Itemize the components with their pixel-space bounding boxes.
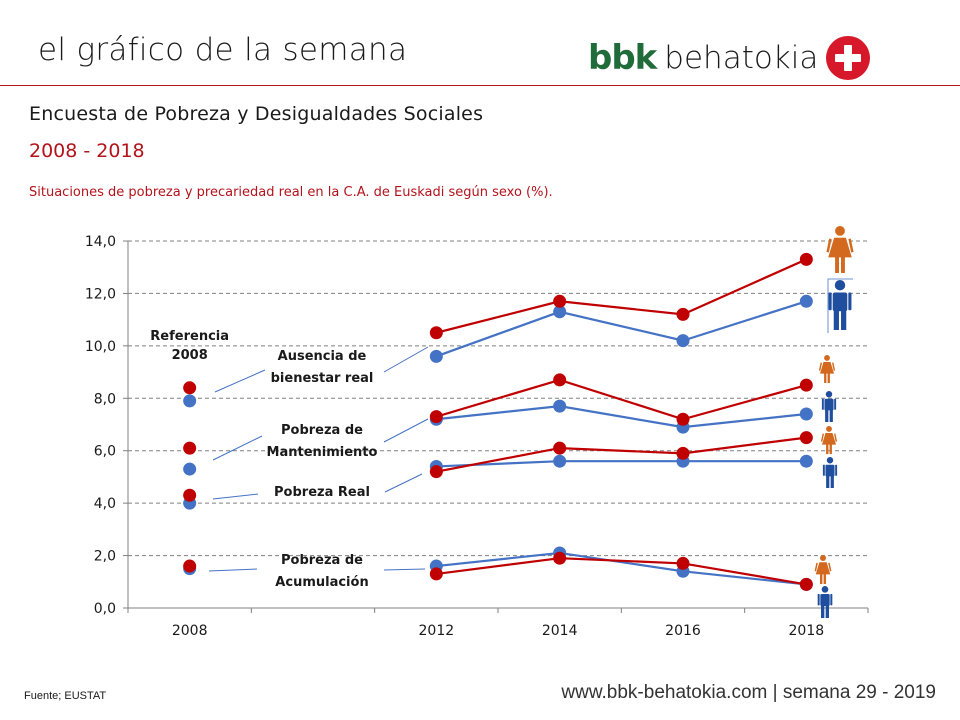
data-point-mujeres [553,551,567,565]
source-note: Fuente; EUSTAT [24,690,107,702]
reference-label: 2008 [172,348,208,363]
logo-behatokia: behatokia [664,40,819,76]
data-point-hombres [676,334,690,348]
x-tick-label: 2018 [789,623,825,639]
woman-icon [826,226,854,273]
y-tick-label: 2,0 [94,549,116,565]
reference-label: Referencia [150,329,229,344]
man-icon [817,586,833,618]
series-line-mujeres [436,378,807,421]
series-line-mujeres [436,557,807,586]
series-line-mujeres [436,436,807,473]
logo-bbk: bbk [588,38,657,78]
y-tick-label: 10,0 [85,339,116,355]
header-divider [0,85,960,86]
data-point-hombres [183,394,197,408]
data-point-hombres [553,305,567,319]
y-tick-label: 6,0 [94,444,116,460]
footer-site[interactable]: www.bbk-behatokia.com | semana 29 - 2019 [561,682,936,703]
data-point-hombres [553,454,567,468]
data-point-hombres [553,399,567,413]
series-line-hombres [436,460,807,468]
data-point-hombres [799,407,813,421]
man-icon [828,280,852,330]
leader-line [384,473,423,493]
group-label: Pobreza de [281,553,363,568]
data-point-mujeres [429,326,443,340]
data-point-mujeres [429,567,443,581]
chart-subtitle: Encuesta de Pobreza y Desigualdades Soci… [29,103,484,125]
data-point-mujeres [429,410,443,424]
woman-icon [820,426,838,454]
series-line-hombres [435,300,807,358]
data-point-mujeres [676,446,690,460]
data-point-mujeres [799,252,813,266]
data-point-mujeres [676,412,690,426]
y-tick-label: 0,0 [94,601,116,617]
group-label: Pobreza de [281,423,363,438]
data-point-hombres [429,349,443,363]
series-line-mujeres [436,258,807,334]
group-label: Ausencia de [278,349,367,364]
chart-years: 2008 - 2018 [29,140,145,162]
data-point-mujeres [429,465,443,479]
data-point-mujeres [676,307,690,321]
y-tick-label: 4,0 [94,496,116,512]
chart-description: Situaciones de pobreza y precariedad rea… [29,185,553,200]
data-point-hombres [183,462,197,476]
data-point-mujeres [799,378,813,392]
group-label: bienestar real [271,371,374,386]
leader-line [208,568,258,572]
series-line-hombres [436,405,807,429]
series-line-hombres [436,551,807,586]
leader-line [383,568,426,571]
data-point-mujeres [183,441,197,455]
x-tick-label: 2008 [172,623,208,639]
group-label: Pobreza Real [274,485,370,500]
icon-frame [827,278,853,333]
leader-line [383,418,429,443]
x-tick-label: 2012 [419,623,455,639]
data-point-mujeres [553,294,567,308]
woman-icon [814,555,832,584]
man-icon [821,391,837,422]
brand-title: el gráfico de la semana [38,32,408,68]
data-point-mujeres [553,441,567,455]
leader-line [212,435,263,461]
bbk-behatokia-logo[interactable]: bbk behatokia [588,34,871,82]
data-point-hombres [799,454,813,468]
leader-line [214,369,266,393]
data-point-mujeres [799,431,813,445]
leader-line [383,346,429,373]
plus-circle-icon [826,36,871,80]
y-tick-label: 14,0 [85,234,116,250]
y-tick-label: 8,0 [94,391,116,407]
data-point-mujeres [676,556,690,570]
group-label: Acumulación [275,575,368,590]
data-point-mujeres [553,373,567,387]
data-point-mujeres [183,381,197,395]
leader-line [212,493,259,500]
data-point-mujeres [799,577,813,591]
x-tick-label: 2016 [665,623,701,639]
group-label: Mantenimiento [267,445,378,460]
data-point-hombres [799,294,813,308]
y-tick-label: 12,0 [85,286,116,302]
x-tick-label: 2014 [542,623,578,639]
woman-icon [818,355,836,383]
data-point-mujeres [183,488,197,502]
data-point-mujeres [183,559,197,573]
man-icon [822,457,838,488]
